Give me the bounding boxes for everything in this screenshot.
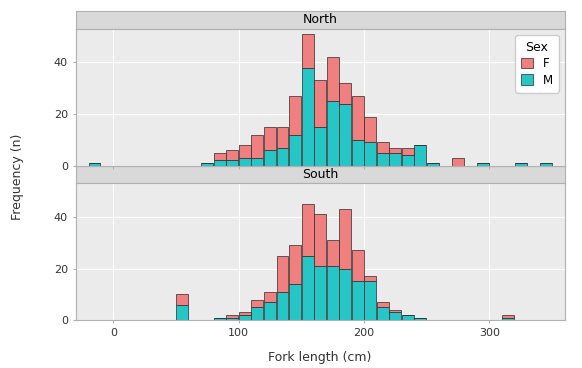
Bar	[402, 315, 414, 320]
Bar	[289, 96, 301, 135]
Bar	[239, 158, 251, 166]
Bar	[214, 318, 226, 320]
Bar	[264, 150, 276, 166]
Bar	[201, 163, 213, 166]
Bar	[289, 135, 301, 166]
Bar	[377, 153, 389, 166]
Bar	[301, 34, 314, 68]
Bar	[176, 294, 188, 305]
Text: North: North	[303, 13, 338, 26]
Bar	[214, 160, 226, 166]
Bar	[352, 251, 364, 282]
Bar	[477, 163, 489, 166]
Bar	[414, 318, 427, 320]
Bar	[314, 81, 326, 127]
Bar	[364, 117, 376, 142]
Bar	[276, 127, 289, 148]
Bar	[264, 302, 276, 320]
Bar	[251, 135, 264, 158]
Bar	[264, 127, 276, 150]
Bar	[314, 214, 326, 266]
Legend: F, M: F, M	[516, 35, 559, 93]
Bar	[514, 163, 527, 166]
Bar	[301, 256, 314, 320]
Bar	[214, 153, 226, 160]
Bar	[314, 266, 326, 320]
Bar	[389, 312, 401, 320]
Bar	[377, 302, 389, 307]
Bar	[327, 266, 339, 320]
Bar	[289, 284, 301, 320]
Bar	[377, 307, 389, 320]
Bar	[88, 163, 101, 166]
Bar	[301, 68, 314, 166]
Bar	[251, 158, 264, 166]
Text: Frequency (n): Frequency (n)	[11, 134, 24, 220]
Bar	[339, 83, 351, 104]
Bar	[327, 57, 339, 101]
Bar	[414, 145, 427, 166]
Bar	[276, 148, 289, 166]
Bar	[352, 140, 364, 166]
Bar	[301, 204, 314, 256]
Bar	[226, 315, 238, 318]
Bar	[339, 269, 351, 320]
Bar	[226, 318, 238, 320]
Bar	[364, 276, 376, 282]
Bar	[276, 256, 289, 292]
Bar	[364, 282, 376, 320]
Bar	[339, 104, 351, 166]
Bar	[276, 292, 289, 320]
Bar	[389, 153, 401, 166]
Bar	[402, 148, 414, 155]
Bar	[377, 142, 389, 153]
Bar	[364, 142, 376, 166]
Bar	[226, 150, 238, 160]
Bar	[251, 300, 264, 307]
Bar	[239, 312, 251, 315]
Bar	[402, 155, 414, 166]
Bar	[427, 163, 439, 166]
Bar	[327, 101, 339, 166]
Text: Fork length (cm): Fork length (cm)	[268, 351, 372, 364]
Bar	[226, 160, 238, 166]
Bar	[327, 240, 339, 266]
Bar	[289, 245, 301, 284]
Bar	[352, 96, 364, 140]
Bar	[502, 318, 514, 320]
Text: South: South	[302, 168, 338, 181]
Bar	[251, 307, 264, 320]
Bar	[352, 282, 364, 320]
Bar	[540, 163, 552, 166]
Bar	[176, 305, 188, 320]
Bar	[452, 158, 464, 166]
Bar	[502, 315, 514, 318]
Bar	[339, 209, 351, 269]
Bar	[389, 148, 401, 153]
Bar	[314, 127, 326, 166]
Bar	[239, 315, 251, 320]
Bar	[389, 310, 401, 312]
Bar	[264, 292, 276, 302]
Bar	[239, 145, 251, 158]
